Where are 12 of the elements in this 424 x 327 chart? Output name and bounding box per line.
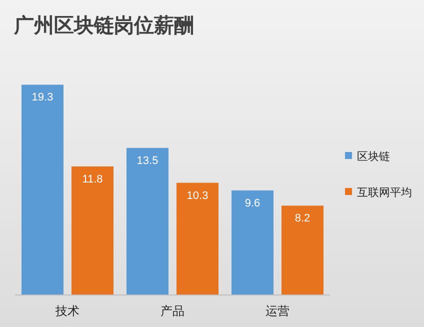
data-label: 11.8 — [82, 173, 103, 186]
x-tick-label: 运营 — [266, 304, 290, 318]
data-label: 10.3 — [186, 190, 208, 202]
data-label: 19.3 — [32, 92, 54, 104]
legend-label: 互联网平均 — [357, 187, 412, 199]
legend-label: 区块链 — [357, 150, 390, 163]
x-tick-label: 技术 — [54, 304, 80, 318]
x-tick-label: 产品 — [160, 304, 184, 318]
chart-title: 广州区块链岗位薪酬 — [13, 14, 194, 37]
data-label: 9.6 — [244, 197, 260, 210]
data-label: 13.5 — [136, 154, 158, 167]
data-label: 8.2 — [294, 212, 310, 225]
